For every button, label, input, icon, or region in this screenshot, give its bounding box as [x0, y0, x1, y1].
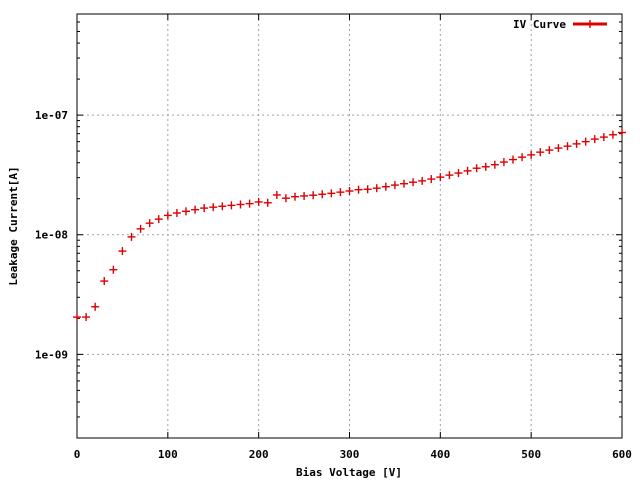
data-point [154, 215, 163, 224]
data-point [590, 135, 599, 144]
data-point [309, 191, 318, 200]
grid-lines [77, 14, 622, 438]
data-point [436, 173, 445, 182]
data-point [409, 178, 418, 187]
data-point [381, 182, 390, 191]
legend: IV Curve [513, 18, 607, 31]
data-point [563, 142, 572, 151]
data-point [390, 181, 399, 190]
data-point [272, 190, 281, 199]
data-point [572, 139, 581, 148]
x-tick-label: 400 [430, 448, 450, 461]
data-point [363, 185, 372, 194]
data-point [472, 164, 481, 173]
data-point [118, 247, 127, 256]
data-point [318, 190, 327, 199]
data-point [454, 169, 463, 178]
data-point [254, 197, 263, 206]
data-point [372, 184, 381, 193]
data-point [518, 153, 527, 162]
x-tick-label: 200 [249, 448, 269, 461]
x-tick-label: 500 [521, 448, 541, 461]
x-tick-label: 100 [158, 448, 178, 461]
data-point [327, 189, 336, 198]
y-axis-title: Leakage Current[A] [7, 166, 20, 285]
legend-marker-plus [586, 20, 594, 28]
data-point [427, 175, 436, 184]
data-point [463, 166, 472, 175]
data-point [536, 148, 545, 157]
data-point [136, 224, 145, 233]
data-point [281, 194, 290, 203]
data-point [418, 176, 427, 185]
x-axis-title: Bias Voltage [V] [296, 466, 402, 479]
data-point [608, 130, 617, 139]
data-point [145, 219, 154, 228]
data-point [481, 162, 490, 171]
data-point [100, 277, 109, 286]
data-point [127, 232, 136, 241]
data-point [227, 201, 236, 210]
data-point [291, 192, 299, 201]
data-point [300, 191, 309, 200]
data-point [490, 160, 499, 169]
data-point [354, 185, 363, 194]
data-point [527, 150, 536, 159]
data-point [218, 202, 227, 211]
data-points [73, 128, 626, 322]
data-point [82, 313, 91, 322]
data-point [73, 313, 81, 322]
x-tick-label: 0 [74, 448, 81, 461]
data-point [345, 187, 354, 196]
data-point [163, 211, 172, 220]
x-tick-label: 300 [340, 448, 360, 461]
data-point [336, 188, 345, 197]
x-tick-label: 600 [612, 448, 632, 461]
data-point [200, 204, 209, 213]
y-tick-label: 1e-07 [35, 109, 68, 122]
data-point [400, 179, 408, 188]
data-point [236, 200, 245, 209]
data-point [618, 128, 626, 137]
data-point [263, 198, 272, 207]
data-point [91, 302, 100, 311]
data-point [182, 207, 190, 216]
data-point [109, 265, 118, 274]
data-point [509, 155, 517, 164]
data-point [554, 144, 563, 153]
data-point [581, 137, 590, 146]
data-point [599, 133, 608, 142]
legend-marker [586, 20, 594, 28]
data-point [191, 205, 200, 214]
data-point [209, 203, 218, 212]
data-point [545, 146, 554, 155]
y-tick-label: 1e-08 [35, 229, 68, 242]
y-tick-label: 1e-09 [35, 348, 68, 361]
legend-label: IV Curve [513, 18, 566, 31]
data-point [172, 208, 181, 217]
data-point [499, 158, 508, 167]
data-point [245, 199, 254, 208]
axis-ticks: 0 100 200 300 400 500 600 1e-09 1e-08 1e-07 [35, 14, 632, 461]
data-point [445, 171, 454, 180]
